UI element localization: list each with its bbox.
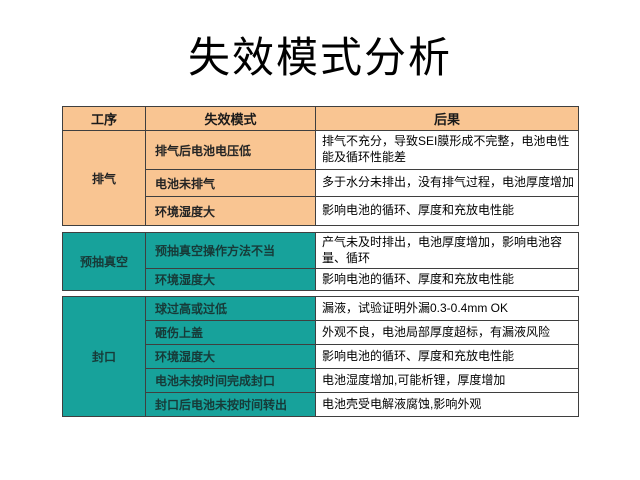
consequence-cell: 电池湿度增加,可能析锂，厚度增加 xyxy=(316,369,578,393)
table-row: 环境湿度大 影响电池的循环、厚度和充放电性能 xyxy=(146,196,578,225)
process-cell: 封口 xyxy=(63,297,146,417)
consequence-cell: 外观不良，电池局部厚度超标，有漏液风险 xyxy=(316,321,578,345)
consequence-cell: 影响电池的循环、厚度和充放电性能 xyxy=(316,197,578,225)
group-fengkou: 封口 球过高或过低 漏液，试验证明外漏0.3-0.4mm OK 砸伤上盖 外观不… xyxy=(62,296,579,418)
consequence-cell: 排气不充分，导致SEI膜形成不完整，电池电性能及循环性能差 xyxy=(316,131,578,169)
failure-mode-table: 工序 失效模式 后果 排气 排气后电池电压低 排气不充分，导致SEI膜形成不完整… xyxy=(62,106,579,418)
consequence-cell: 多于水分未排出，没有排气过程，电池厚度增加 xyxy=(316,170,578,196)
failure-mode-cell: 砸伤上盖 xyxy=(146,321,316,345)
table-header-row: 工序 失效模式 后果 xyxy=(62,106,579,131)
group-rows: 球过高或过低 漏液，试验证明外漏0.3-0.4mm OK 砸伤上盖 外观不良，电… xyxy=(146,297,578,417)
table-row: 环境湿度大 影响电池的循环、厚度和充放电性能 xyxy=(146,344,578,369)
consequence-cell: 漏液，试验证明外漏0.3-0.4mm OK xyxy=(316,297,578,321)
group-paiqi: 排气 排气后电池电压低 排气不充分，导致SEI膜形成不完整，电池电性能及循环性能… xyxy=(62,131,579,226)
process-cell: 排气 xyxy=(63,131,146,225)
header-consequence: 后果 xyxy=(433,112,460,127)
failure-mode-cell: 环境湿度大 xyxy=(146,269,316,291)
process-cell: 预抽真空 xyxy=(63,233,146,291)
consequence-cell: 产气未及时排出，电池厚度增加，影响电池容量、循环 xyxy=(316,233,578,269)
failure-mode-cell: 封口后电池未按时间转出 xyxy=(146,393,316,417)
failure-mode-cell: 环境湿度大 xyxy=(146,345,316,369)
group-rows: 预抽真空操作方法不当 产气未及时排出，电池厚度增加，影响电池容量、循环 环境湿度… xyxy=(146,233,578,291)
consequence-cell: 影响电池的循环、厚度和充放电性能 xyxy=(316,269,578,291)
failure-mode-cell: 排气后电池电压低 xyxy=(146,131,316,169)
table-row: 排气后电池电压低 排气不充分，导致SEI膜形成不完整，电池电性能及循环性能差 xyxy=(146,131,578,169)
table-row: 球过高或过低 漏液，试验证明外漏0.3-0.4mm OK xyxy=(146,297,578,321)
failure-mode-cell: 环境湿度大 xyxy=(146,197,316,225)
table-row: 电池未排气 多于水分未排出，没有排气过程，电池厚度增加 xyxy=(146,169,578,196)
consequence-cell: 影响电池的循环、厚度和充放电性能 xyxy=(316,345,578,369)
table-row: 电池未按时间完成封口 电池湿度增加,可能析锂，厚度增加 xyxy=(146,368,578,393)
table-row: 封口后电池未按时间转出 电池壳受电解液腐蚀,影响外观 xyxy=(146,392,578,417)
consequence-cell: 电池壳受电解液腐蚀,影响外观 xyxy=(316,393,578,417)
slide-title: 失效模式分析 xyxy=(187,36,452,82)
failure-mode-cell: 预抽真空操作方法不当 xyxy=(146,233,316,269)
group-rows: 排气后电池电压低 排气不充分，导致SEI膜形成不完整，电池电性能及循环性能差 电… xyxy=(146,131,578,225)
group-yuchouzhenkong: 预抽真空 预抽真空操作方法不当 产气未及时排出，电池厚度增加，影响电池容量、循环… xyxy=(62,232,579,292)
failure-mode-cell: 球过高或过低 xyxy=(146,297,316,321)
header-process: 工序 xyxy=(63,107,146,130)
table-row: 环境湿度大 影响电池的循环、厚度和充放电性能 xyxy=(146,268,578,291)
table-row: 预抽真空操作方法不当 产气未及时排出，电池厚度增加，影响电池容量、循环 xyxy=(146,233,578,269)
table-row: 砸伤上盖 外观不良，电池局部厚度超标，有漏液风险 xyxy=(146,320,578,345)
failure-mode-cell: 电池未排气 xyxy=(146,170,316,196)
header-failure-mode: 失效模式 xyxy=(146,107,316,130)
failure-mode-cell: 电池未按时间完成封口 xyxy=(146,369,316,393)
